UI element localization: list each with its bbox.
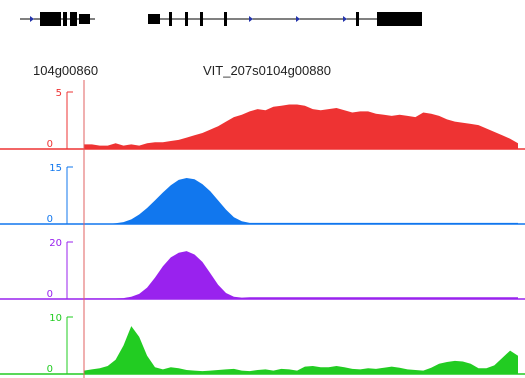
gene-2-exon[interactable] [200, 12, 203, 26]
coverage-area [84, 178, 518, 224]
y-tick-label-zero: 0 [47, 364, 53, 375]
gene-1-exon[interactable] [40, 12, 61, 26]
coverage-area [84, 104, 518, 149]
gene-2-exon[interactable] [185, 12, 188, 26]
strand-arrow-icon [249, 16, 253, 22]
gene-2-exon[interactable] [169, 12, 172, 26]
gene-label[interactable]: VIT_207s0104g00880 [203, 63, 331, 78]
strand-arrow-icon [30, 16, 34, 22]
gene-label[interactable]: 104g00860 [33, 63, 99, 78]
coverage-area [84, 251, 518, 299]
coverage-track: 15 0 [0, 163, 525, 225]
strand-arrow-icon [343, 16, 347, 22]
strand-arrow-icon [296, 16, 300, 22]
coverage-track: 10 0 [0, 313, 525, 375]
coverage-track: 20 0 [0, 238, 525, 300]
y-tick-label-max: 20 [49, 238, 62, 249]
gene-2-exon[interactable] [356, 12, 359, 26]
coverage-track: 50 [0, 88, 525, 150]
y-tick-label-zero: 0 [47, 289, 53, 300]
y-tick-label-max: 15 [49, 163, 62, 174]
gene-2-exon[interactable] [148, 14, 160, 24]
gene-1-exon[interactable] [70, 12, 77, 26]
y-tick-label-max: 10 [49, 313, 62, 324]
gene-2-exon[interactable] [224, 12, 227, 26]
gene-1-exon[interactable] [63, 12, 67, 26]
gene-2-exon[interactable] [377, 12, 422, 26]
y-tick-label-zero: 0 [47, 139, 53, 150]
gene-1-exon[interactable] [79, 14, 90, 24]
gene-model-track [20, 12, 422, 26]
y-tick-label-zero: 0 [47, 214, 53, 225]
y-tick-label-max: 5 [56, 88, 62, 99]
coverage-area [84, 326, 518, 374]
